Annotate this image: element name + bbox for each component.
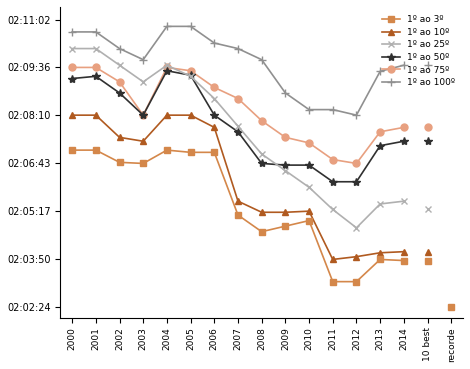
1º ao 75º [212,85,217,90]
1º ao 50º [377,144,383,148]
1º ao 50º [235,130,241,134]
1º ao 10º [164,113,170,117]
1º ao 10º [353,255,359,259]
1º ao 100º [259,58,265,62]
1º ao 10º [282,210,288,214]
1º ao 10º [259,210,265,214]
1º ao 25º [164,63,170,68]
1º ao 75º [117,80,122,84]
Line: 1º ao 100º: 1º ao 100º [68,22,408,119]
1º ao 3º [93,148,99,152]
1º ao 50º [259,161,265,166]
1º ao 100º [282,91,288,95]
1º ao 3º [306,218,312,223]
1º ao 100º [330,107,336,112]
1º ao 75º [164,65,170,70]
Line: 1º ao 25º: 1º ao 25º [69,45,407,231]
1º ao 100º [212,41,217,45]
1º ao 50º [141,113,146,117]
1º ao 10º [401,249,407,254]
1º ao 25º [93,46,99,51]
1º ao 25º [353,225,359,230]
1º ao 25º [282,168,288,173]
1º ao 100º [141,58,146,62]
1º ao 3º [141,161,146,166]
1º ao 10º [235,199,241,203]
1º ao 75º [188,69,194,73]
1º ao 50º [401,139,407,144]
1º ao 50º [69,76,75,81]
1º ao 3º [188,150,194,155]
1º ao 50º [117,91,122,95]
1º ao 3º [353,279,359,284]
1º ao 3º [282,224,288,228]
1º ao 25º [235,124,241,128]
1º ao 100º [235,46,241,51]
1º ao 75º [330,157,336,162]
1º ao 75º [141,113,146,117]
1º ao 25º [401,199,407,203]
1º ao 100º [377,69,383,73]
1º ao 100º [306,107,312,112]
1º ao 100º [69,30,75,34]
1º ao 10º [69,113,75,117]
1º ao 50º [330,180,336,184]
1º ao 3º [235,213,241,217]
1º ao 3º [69,148,75,152]
1º ao 3º [330,279,336,284]
Line: 1º ao 10º: 1º ao 10º [70,113,407,262]
1º ao 50º [164,69,170,73]
Line: 1º ao 75º: 1º ao 75º [69,64,407,167]
1º ao 75º [306,141,312,145]
1º ao 3º [164,148,170,152]
1º ao 75º [259,118,265,123]
1º ao 75º [235,96,241,101]
1º ao 75º [401,125,407,130]
1º ao 75º [69,65,75,70]
1º ao 75º [93,65,99,70]
1º ao 10º [212,125,217,130]
1º ao 75º [377,130,383,134]
1º ao 100º [117,46,122,51]
1º ao 25º [117,63,122,68]
1º ao 25º [306,185,312,190]
1º ao 3º [117,160,122,165]
1º ao 25º [377,202,383,206]
1º ao 25º [330,207,336,212]
1º ao 100º [401,63,407,68]
1º ao 10º [330,257,336,262]
1º ao 10º [377,251,383,255]
1º ao 10º [306,209,312,213]
1º ao 25º [69,46,75,51]
1º ao 50º [306,163,312,167]
1º ao 25º [259,152,265,156]
1º ao 50º [188,73,194,77]
1º ao 10º [141,139,146,144]
1º ao 25º [212,96,217,101]
1º ao 100º [164,24,170,28]
1º ao 10º [117,135,122,139]
1º ao 75º [353,161,359,166]
1º ao 50º [93,74,99,79]
1º ao 100º [93,30,99,34]
1º ao 3º [377,257,383,262]
1º ao 3º [212,150,217,155]
1º ao 50º [353,180,359,184]
1º ao 100º [188,24,194,28]
Legend: 1º ao 3º, 1º ao 10º, 1º ao 25º, 1º ao 50º, 1º ao 75º, 1º ao 100º: 1º ao 3º, 1º ao 10º, 1º ao 25º, 1º ao 50… [378,11,459,91]
1º ao 3º [259,230,265,234]
1º ao 75º [282,135,288,139]
Line: 1º ao 3º: 1º ao 3º [70,147,407,284]
1º ao 25º [141,80,146,84]
1º ao 50º [212,113,217,117]
1º ao 25º [188,74,194,79]
1º ao 10º [93,113,99,117]
1º ao 100º [353,113,359,117]
1º ao 3º [401,258,407,263]
1º ao 50º [282,163,288,167]
1º ao 10º [188,113,194,117]
Line: 1º ao 50º: 1º ao 50º [68,66,408,186]
